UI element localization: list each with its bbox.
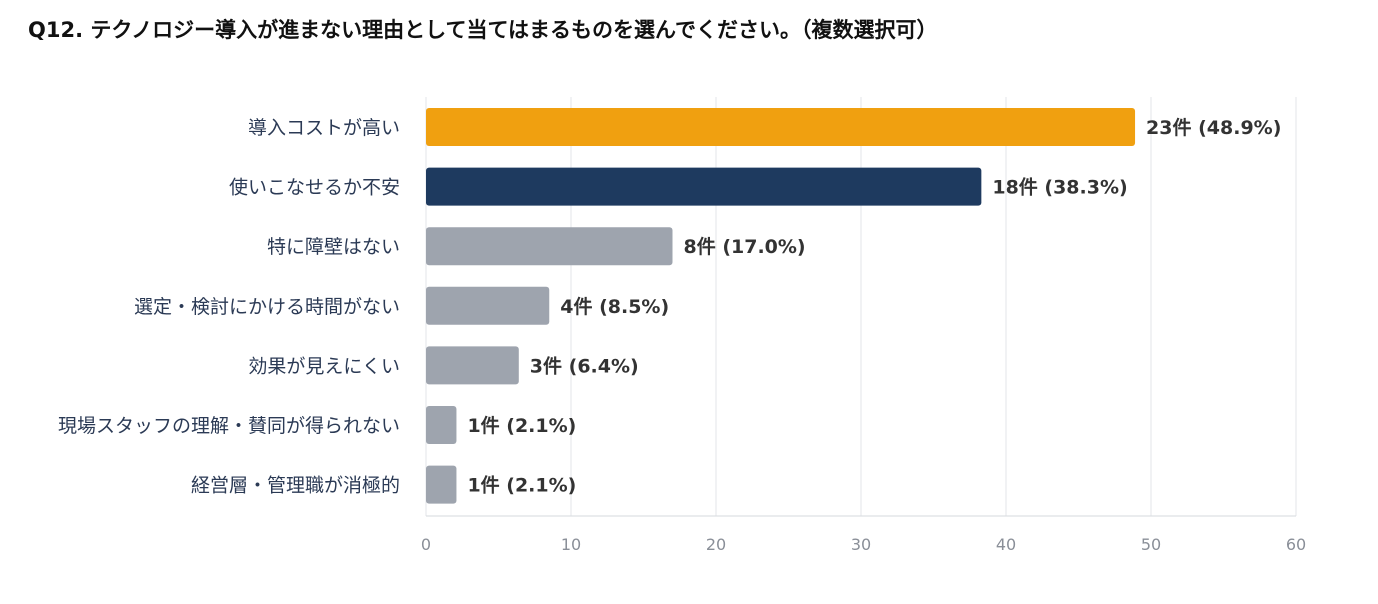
category-label: 使いこなせるか不安	[229, 177, 400, 199]
bar	[426, 227, 673, 266]
bar	[426, 286, 550, 325]
data-label: 1件 (2.1%)	[467, 414, 576, 437]
x-tick-label: 20	[706, 535, 726, 554]
category-label: 導入コストが高い	[248, 117, 400, 139]
data-label: 1件 (2.1%)	[467, 474, 576, 497]
question-title: Q12. テクノロジー導入が進まない理由として当てはまるものを選んでください。（…	[28, 18, 938, 42]
category-label: 特に障壁はない	[267, 236, 400, 258]
category-label: 選定・検討にかける時間がない	[134, 296, 400, 318]
data-label: 8件 (17.0%)	[684, 235, 806, 258]
data-label: 23件 (48.9%)	[1146, 116, 1281, 139]
x-tick-label: 0	[421, 535, 431, 554]
category-label: 効果が見えにくい	[248, 355, 400, 377]
bar	[426, 406, 457, 444]
bar	[426, 167, 982, 206]
x-tick-label: 60	[1286, 535, 1306, 554]
bar	[426, 465, 457, 504]
x-tick-label: 10	[561, 535, 581, 554]
x-tick-label: 40	[996, 535, 1016, 554]
data-label: 18件 (38.3%)	[992, 176, 1127, 199]
data-label: 3件 (6.4%)	[530, 354, 639, 377]
category-label: 経営層・管理職が消極的	[191, 475, 400, 497]
bar	[426, 346, 519, 385]
x-tick-label: 50	[1141, 535, 1161, 554]
category-label: 現場スタッフの理解・賛同が得られない	[58, 415, 400, 437]
bar	[426, 108, 1136, 146]
x-tick-label: 30	[851, 535, 871, 554]
data-label: 4件 (8.5%)	[560, 295, 669, 318]
